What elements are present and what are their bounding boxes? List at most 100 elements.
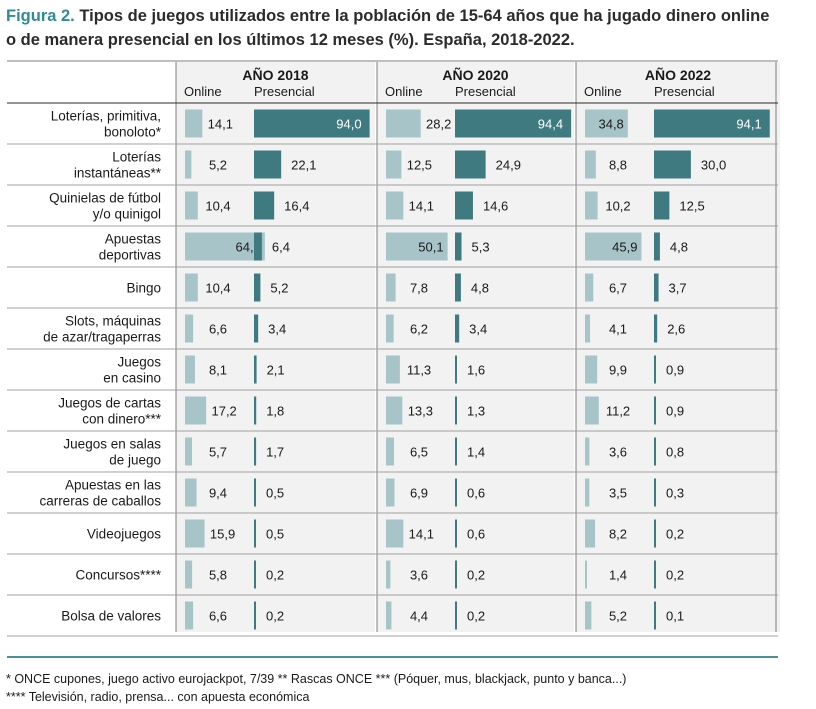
bar-online-2018 bbox=[185, 355, 195, 384]
bar-online-2022 bbox=[585, 150, 596, 179]
bar-presencial-2022 bbox=[654, 314, 658, 343]
bar-online-2018 bbox=[185, 314, 194, 343]
value-label-online-2022: 5,2 bbox=[609, 609, 627, 624]
series-label-presencial-2022: Presencial bbox=[654, 84, 715, 99]
category-label-line-2: bonoloto* bbox=[104, 125, 162, 140]
category-label-line-1: Juegos bbox=[117, 355, 161, 370]
value-label-online-2022: 8,2 bbox=[609, 527, 627, 542]
value-label-online-2018: 14,1 bbox=[208, 117, 233, 132]
value-label-online-2020: 11,3 bbox=[407, 363, 431, 378]
value-label-presencial-2018: 0,2 bbox=[266, 568, 284, 583]
bar-online-2022 bbox=[585, 601, 592, 630]
value-label-online-2018: 10,4 bbox=[205, 281, 230, 296]
value-label-presencial-2020: 0,2 bbox=[467, 609, 485, 624]
value-label-presencial-2022: 0,8 bbox=[666, 445, 684, 460]
bar-presencial-2018 bbox=[254, 150, 282, 179]
value-label-presencial-2022: 0,1 bbox=[666, 609, 684, 624]
bar-online-2022 bbox=[585, 355, 598, 384]
series-label-presencial-2018: Presencial bbox=[254, 84, 315, 99]
bar-presencial-2018 bbox=[254, 191, 275, 220]
bar-online-2022 bbox=[585, 314, 591, 343]
bar-presencial-2020 bbox=[455, 232, 462, 261]
bar-presencial-2022 bbox=[654, 273, 659, 302]
value-label-presencial-2018: 94,0 bbox=[336, 117, 361, 132]
bar-online-2020 bbox=[386, 396, 403, 425]
value-label-presencial-2018: 16,4 bbox=[284, 199, 309, 214]
value-label-presencial-2022: 0,2 bbox=[666, 568, 684, 583]
value-label-online-2022: 10,2 bbox=[605, 199, 630, 214]
bar-online-2018 bbox=[185, 232, 265, 261]
footnote-line-1: * ONCE cupones, juego activo eurojackpot… bbox=[6, 672, 627, 686]
bar-presencial-2020 bbox=[455, 109, 572, 138]
bar-presencial-2020 bbox=[455, 273, 461, 302]
bar-presencial-2022 bbox=[654, 109, 770, 138]
value-label-online-2020: 28,2 bbox=[426, 117, 451, 132]
value-label-online-2018: 6,6 bbox=[209, 322, 227, 337]
bar-online-2020 bbox=[386, 437, 394, 466]
bar-online-2022 bbox=[585, 560, 587, 589]
value-label-online-2020: 7,8 bbox=[410, 281, 428, 296]
category-label-line-2: instantáneas** bbox=[74, 166, 162, 181]
bar-online-2018 bbox=[185, 519, 205, 548]
value-label-presencial-2022: 3,7 bbox=[669, 281, 687, 296]
value-label-presencial-2020: 1,3 bbox=[467, 404, 485, 419]
value-label-presencial-2022: 4,8 bbox=[670, 240, 688, 255]
value-label-presencial-2022: 0,3 bbox=[666, 486, 684, 501]
figure-label: Figura 2. bbox=[6, 7, 75, 25]
title-text-1: Tipos de juegos utilizados entre la pobl… bbox=[79, 7, 770, 25]
value-label-online-2020: 4,4 bbox=[410, 609, 428, 624]
value-label-presencial-2020: 0,2 bbox=[467, 568, 485, 583]
category-label-line-2: de azar/tragaperras bbox=[43, 330, 161, 345]
bar-presencial-2020 bbox=[455, 314, 460, 343]
value-label-presencial-2020: 94,4 bbox=[538, 117, 563, 132]
group-header-2022: AÑO 2022 bbox=[645, 66, 711, 83]
bar-presencial-2022 bbox=[654, 232, 660, 261]
value-label-presencial-2018: 0,5 bbox=[266, 486, 284, 501]
bar-presencial-2018 bbox=[254, 437, 257, 466]
bar-presencial-2018 bbox=[254, 396, 257, 425]
value-label-online-2022: 45,9 bbox=[612, 240, 637, 255]
bar-online-2020 bbox=[386, 355, 400, 384]
bar-presencial-2022 bbox=[654, 150, 691, 179]
bar-online-2020 bbox=[386, 478, 395, 507]
category-label-line-2: carreras de caballos bbox=[39, 494, 161, 509]
value-label-online-2022: 8,8 bbox=[609, 158, 627, 173]
category-label-line-1: Loterías, primitiva, bbox=[51, 109, 161, 124]
category-label: Bolsa de valores bbox=[61, 609, 161, 624]
group-header-2018: AÑO 2018 bbox=[242, 66, 308, 83]
value-label-presencial-2020: 5,3 bbox=[472, 240, 490, 255]
bar-presencial-2020 bbox=[455, 601, 457, 630]
panel-bg-2022 bbox=[576, 62, 780, 632]
value-label-online-2018: 6,6 bbox=[209, 609, 227, 624]
category-label-line-2: en casino bbox=[103, 371, 161, 386]
bar-online-2018 bbox=[185, 601, 194, 630]
value-label-presencial-2018: 1,8 bbox=[266, 404, 284, 419]
bar-online-2022 bbox=[585, 396, 599, 425]
figure-title: Figura 2. Tipos de juegos utilizados ent… bbox=[6, 4, 806, 52]
value-label-online-2018: 10,4 bbox=[205, 199, 230, 214]
value-label-presencial-2020: 0,6 bbox=[467, 527, 485, 542]
panel-bg-2018 bbox=[176, 62, 375, 632]
panel-bg-2020 bbox=[377, 62, 574, 632]
category-label-line-2: de juego bbox=[109, 453, 161, 468]
bar-presencial-2018 bbox=[254, 355, 257, 384]
value-label-online-2022: 3,5 bbox=[609, 486, 627, 501]
bar-online-2018 bbox=[185, 437, 193, 466]
value-label-presencial-2018: 6,4 bbox=[272, 240, 290, 255]
value-label-presencial-2020: 4,8 bbox=[471, 281, 489, 296]
value-label-presencial-2018: 0,2 bbox=[266, 609, 284, 624]
value-label-presencial-2018: 3,4 bbox=[268, 322, 286, 337]
value-label-presencial-2022: 2,6 bbox=[667, 322, 685, 337]
bar-online-2018 bbox=[185, 191, 198, 220]
bar-presencial-2020 bbox=[455, 478, 457, 507]
value-label-presencial-2020: 0,6 bbox=[467, 486, 485, 501]
value-label-online-2020: 50,1 bbox=[418, 240, 443, 255]
value-label-presencial-2022: 12,5 bbox=[679, 199, 704, 214]
bar-presencial-2022 bbox=[654, 191, 670, 220]
category-label-line-2: y/o quinigol bbox=[93, 207, 161, 222]
bar-online-2020 bbox=[386, 232, 448, 261]
category-label-line-2: con dinero*** bbox=[82, 412, 162, 427]
value-label-online-2018: 15,9 bbox=[210, 527, 235, 542]
series-label-online-2020: Online bbox=[385, 84, 423, 99]
